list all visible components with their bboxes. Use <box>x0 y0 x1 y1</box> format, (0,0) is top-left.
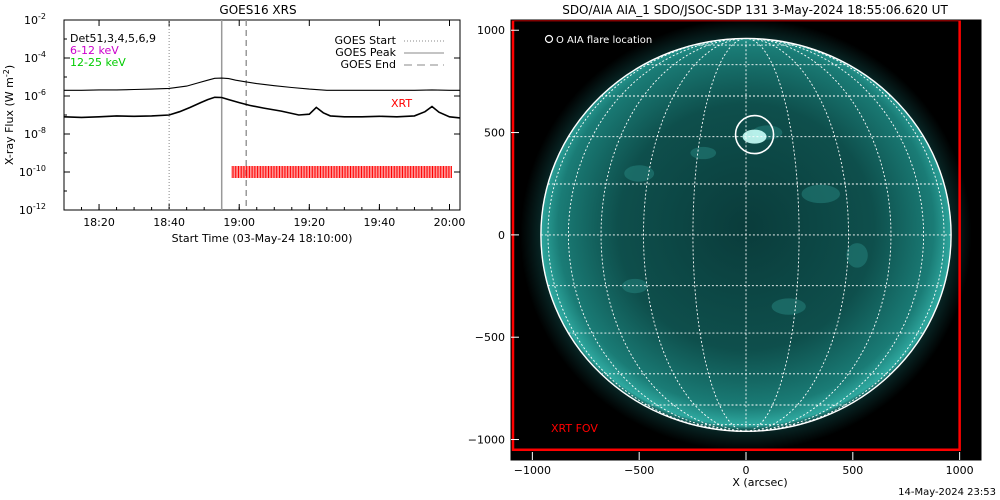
series-long-channel <box>64 77 460 91</box>
y-tick-label: 10-4 <box>24 50 46 65</box>
y-tick-label: 10-2 <box>24 12 46 27</box>
x-tick-label: −1000 <box>514 464 551 477</box>
limb-outline <box>540 37 952 433</box>
goes-chart-title: GOES16 XRS <box>219 3 296 17</box>
y-tick-exp: -10 <box>33 164 46 173</box>
x-tick-label: 19:20 <box>293 216 325 229</box>
x-tick-label: 18:20 <box>83 216 115 229</box>
goes-x-axis-label: Start Time (03-May-24 18:10:00) <box>172 232 353 245</box>
aia-y-axis: 1000 500 0 −500 −1000 <box>468 24 519 447</box>
longitude-line <box>745 37 925 432</box>
x-tick-label: 1000 <box>946 464 974 477</box>
goes-x-axis: 18:20 18:40 19:00 19:20 19:40 20:00 <box>63 20 466 229</box>
x-tick-label: 0 <box>743 464 750 477</box>
legend-left-entry: 6-12 keV <box>70 44 119 57</box>
y-tick-label: 10-8 <box>24 126 46 141</box>
longitude-line <box>643 37 747 432</box>
heliographic-grid <box>540 37 952 433</box>
y-tick-label: −1000 <box>468 434 505 447</box>
y-tick-base: 10 <box>24 90 38 103</box>
timestamp: 14-May-2024 23:53 <box>898 487 996 498</box>
y-tick-base: 10 <box>19 204 33 217</box>
y-tick-exp: -8 <box>38 126 46 135</box>
y-tick-exp: -6 <box>38 88 46 97</box>
legend-left-entry: 12-25 keV <box>70 56 126 69</box>
active-region-patch <box>801 184 840 204</box>
active-region-patch <box>624 165 655 182</box>
aia-image-title: SDO/AIA AIA_1 SDO/JSOC-SDP 131 3-May-202… <box>562 3 948 17</box>
aia-image-panel: SDO/AIA AIA_1 SDO/JSOC-SDP 131 3-May-202… <box>468 3 982 489</box>
series-short-channel <box>63 96 461 119</box>
xrt-label: XRT <box>391 97 412 110</box>
y-tick-base: 10 <box>19 166 33 179</box>
y-tick-base: 10 <box>24 14 38 27</box>
y-tick-label: −500 <box>475 331 505 344</box>
aia-x-axis: −1000 −500 0 500 1000 <box>514 452 974 477</box>
ylabel-main: X-ray Flux (W m <box>3 77 16 165</box>
y-tick-label: 500 <box>484 127 505 140</box>
y-tick-base: 10 <box>24 128 38 141</box>
goes-series <box>63 77 461 119</box>
legend-right-entry: GOES Peak <box>335 46 396 59</box>
y-tick-base: 10 <box>24 52 38 65</box>
xrt-coverage-bar <box>231 166 452 178</box>
x-tick-label: 18:40 <box>153 216 185 229</box>
y-tick-label: 1000 <box>477 24 505 37</box>
aia-legend: O AIA flare location <box>556 35 652 46</box>
legend-circle-icon <box>544 34 554 44</box>
x-tick-label: −500 <box>624 464 654 477</box>
active-region-patch <box>690 146 717 160</box>
x-tick-label: 500 <box>842 464 863 477</box>
ylabel-sup: -2 <box>2 69 11 77</box>
x-tick-label: 19:00 <box>223 216 255 229</box>
goes-event-markers <box>168 20 247 210</box>
y-tick-label: 10-10 <box>19 164 46 179</box>
legend-right-entry: GOES End <box>340 58 396 71</box>
flare-location-circle <box>544 34 775 155</box>
y-tick-exp: -4 <box>38 50 46 59</box>
x-tick-label: 19:40 <box>364 216 396 229</box>
longitude-line <box>745 37 892 432</box>
y-tick-label: 10-12 <box>19 202 46 217</box>
goes-plot-frame <box>63 19 461 211</box>
y-tick-exp: -2 <box>38 12 46 21</box>
longitude-line <box>547 37 747 432</box>
y-tick-label: 0 <box>498 229 505 242</box>
goes-y-axis-label: X-ray Flux (W m-2) <box>2 65 16 165</box>
flare-bright-spot <box>742 129 767 144</box>
flare-circle <box>734 114 775 155</box>
active-region-patch <box>771 298 806 315</box>
ylabel-close: ) <box>3 65 16 69</box>
y-tick-label: 10-6 <box>24 88 46 103</box>
legend-left-entry: Det51,3,4,5,6,9 <box>70 32 156 45</box>
y-tick-exp: -12 <box>33 202 46 211</box>
fov-label: XRT FOV <box>551 422 598 435</box>
legend-right-entry: GOES Start <box>335 34 397 47</box>
active-region-patch <box>622 278 648 294</box>
active-region-patch <box>846 243 868 268</box>
x-tick-label: 20:00 <box>434 216 466 229</box>
aia-x-axis-label: X (arcsec) <box>732 476 787 489</box>
